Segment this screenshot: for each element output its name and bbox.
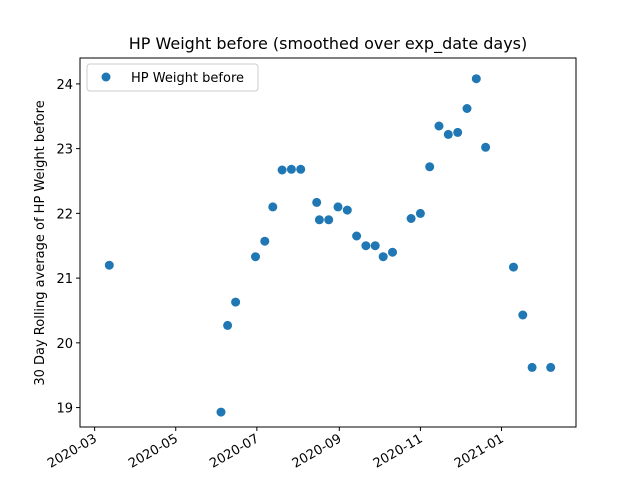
y-axis-label: 30 Day Rolling average of HP Weight befo… [33, 100, 48, 385]
data-point [251, 252, 260, 262]
data-point [434, 121, 444, 131]
data-point [333, 202, 343, 212]
x-tick-label: 2021-01 [452, 431, 507, 471]
data-point [370, 241, 380, 251]
data-point [277, 165, 287, 175]
legend-label: HP Weight before [131, 71, 244, 86]
x-tick-label: 2020-09 [290, 431, 345, 471]
data-point [268, 202, 278, 212]
data-point [509, 262, 518, 272]
data-point [324, 215, 334, 225]
x-tick-label: 2020-07 [207, 431, 262, 471]
data-point [481, 142, 491, 152]
data-point [471, 74, 481, 84]
x-tick-label: 2020-03 [45, 431, 100, 471]
data-point [443, 129, 453, 139]
y-tick-label: 21 [56, 272, 73, 287]
data-point [342, 205, 352, 215]
x-tick-label: 2020-05 [126, 431, 181, 471]
data-point [453, 127, 463, 137]
legend-box [86, 63, 259, 92]
data-point [415, 208, 425, 218]
y-tick-label: 20 [56, 337, 73, 352]
data-point [378, 252, 388, 262]
data-point [518, 310, 528, 320]
data-point [388, 247, 397, 257]
data-point [406, 214, 416, 223]
data-point [546, 362, 556, 372]
plot-frame [79, 57, 577, 428]
y-tick-label: 23 [56, 143, 73, 158]
legend: HP Weight before [86, 63, 259, 92]
data-point [104, 260, 114, 270]
data-point [260, 236, 270, 246]
legend-marker [101, 72, 111, 82]
y-tick-label: 22 [56, 207, 73, 222]
data-point [286, 164, 296, 174]
data-point [216, 407, 226, 417]
chart-title: HP Weight before (smoothed over exp_date… [129, 34, 528, 54]
data-point [231, 297, 241, 307]
y-tick-label: 19 [56, 402, 73, 417]
data-point [361, 241, 371, 251]
data-point [312, 197, 322, 207]
data-point [352, 231, 362, 241]
data-point [314, 215, 324, 225]
data-point [527, 362, 537, 372]
data-point [296, 164, 306, 174]
x-tick-label: 2020-11 [371, 431, 426, 471]
data-point [223, 320, 233, 330]
data-point [462, 104, 472, 113]
data-point [425, 162, 435, 172]
y-tick-label: 24 [56, 78, 73, 93]
